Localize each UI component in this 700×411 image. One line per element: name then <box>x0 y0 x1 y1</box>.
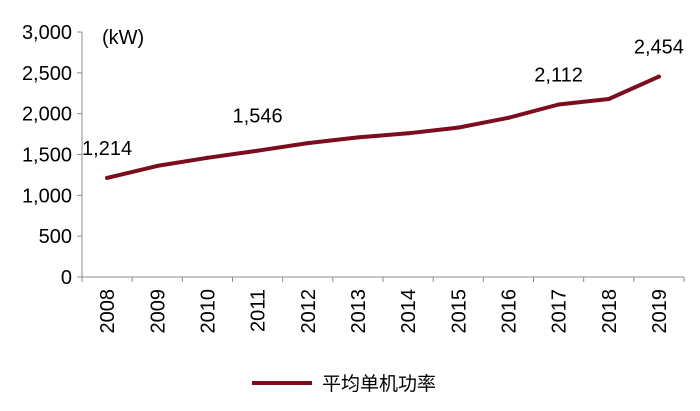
x-tick-label: 2011 <box>248 289 270 332</box>
y-tick-label: 500 <box>39 226 72 248</box>
x-tick-label: 2017 <box>549 289 571 334</box>
data-point <box>255 148 260 153</box>
data-point <box>606 96 611 101</box>
data-point <box>355 135 360 140</box>
y-tick-label: 1,000 <box>22 185 72 207</box>
data-point <box>506 115 511 120</box>
y-tick-label: 2,500 <box>22 63 72 85</box>
x-tick-label: 2018 <box>599 289 621 334</box>
series-lines <box>105 74 661 180</box>
data-point <box>155 163 160 168</box>
data-labels: 1,214 1,546 2,112 2,454 <box>82 37 684 160</box>
x-tick-label: 2013 <box>348 289 370 334</box>
data-label: 2,454 <box>634 37 684 59</box>
data-point <box>556 102 561 107</box>
data-point <box>205 155 210 160</box>
data-point <box>305 141 310 146</box>
data-point <box>456 125 461 130</box>
x-tick-label: 2014 <box>398 289 420 334</box>
y-axis: 0 500 1,000 1,500 2,000 2,500 3,000 <box>22 22 83 289</box>
x-tick-label: 2010 <box>197 289 219 334</box>
y-tick-label: 2,000 <box>22 104 72 126</box>
unit-label: (kW) <box>102 27 144 49</box>
legend-label: 平均单机功率 <box>322 373 436 395</box>
x-tick-label: 2012 <box>298 289 320 334</box>
data-point <box>656 74 661 79</box>
data-label: 1,214 <box>82 138 132 160</box>
x-tick-label: 2016 <box>498 289 520 334</box>
data-label: 1,546 <box>233 106 283 128</box>
y-tick-label: 3,000 <box>22 22 72 44</box>
x-tick-label: 2015 <box>448 289 470 334</box>
x-tick-label: 2009 <box>147 289 169 334</box>
y-tick-label: 0 <box>61 267 72 289</box>
series-line <box>105 74 661 180</box>
data-label: 2,112 <box>534 65 583 87</box>
data-point <box>406 131 411 136</box>
x-tick-label: 2008 <box>97 289 119 334</box>
x-axis: 2008 2009 2010 2011 2012 2013 2014 2015 2016 2017… <box>81 276 685 334</box>
data-point <box>105 175 110 180</box>
legend: 平均单机功率 <box>252 373 436 395</box>
y-tick-label: 1,500 <box>22 145 72 167</box>
x-tick-label: 2019 <box>649 289 671 334</box>
